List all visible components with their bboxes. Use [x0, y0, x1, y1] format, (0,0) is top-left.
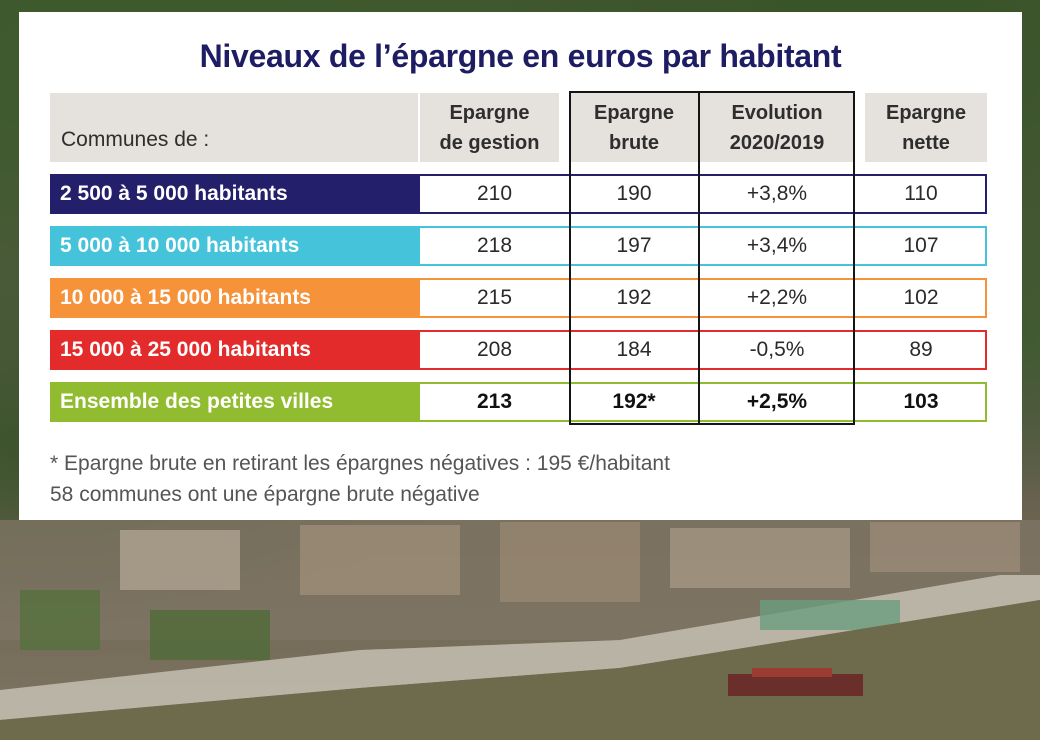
- footnote-2: 58 communes ont une épargne brute négati…: [50, 483, 480, 506]
- header-communes-label: Communes de :: [61, 128, 210, 151]
- cell-epargne-nette: 89: [909, 338, 933, 361]
- savings-table-panel: Niveaux de l’épargne en euros par habita…: [19, 12, 1022, 520]
- row-label-2500-5000: 2 500 à 5 000 habitants: [50, 174, 420, 214]
- footnote-1: * Epargne brute en retirant les épargnes…: [50, 452, 670, 475]
- cell-epargne-brute: 184: [616, 338, 652, 361]
- highlight-frame-divider: [698, 91, 700, 425]
- header-evolution-label: Evolution 2020/2019: [729, 101, 825, 154]
- cell-evolution: +2,2%: [746, 286, 808, 309]
- row-label-5000-10000: 5 000 à 10 000 habitants: [50, 226, 420, 266]
- row-box-2500-5000: [420, 174, 987, 214]
- row-box-ensemble: [420, 382, 987, 422]
- row-label-10000-15000: 10 000 à 15 000 habitants: [50, 278, 420, 318]
- row-label-ensemble: Ensemble des petites villes: [50, 382, 420, 422]
- cell-evolution-total: +2,5%: [746, 390, 808, 413]
- cell-epargne-gestion: 210: [476, 182, 513, 205]
- header-epargne-gestion: Epargne de gestion: [420, 93, 559, 162]
- cell-evolution: +3,8%: [746, 182, 808, 205]
- row-label-15000-25000: 15 000 à 25 000 habitants: [50, 330, 420, 370]
- row-box-15000-25000: [420, 330, 987, 370]
- row-box-10000-15000: [420, 278, 987, 318]
- cell-epargne-brute-total: 192*: [612, 390, 656, 413]
- cell-epargne-brute: 190: [616, 182, 652, 205]
- header-evolution: Evolution 2020/2019: [699, 93, 855, 162]
- cell-epargne-gestion: 218: [476, 234, 513, 257]
- header-epargne-nette: Epargne nette: [865, 93, 987, 162]
- cell-epargne-brute: 197: [616, 234, 652, 257]
- header-communes-cell: Communes de :: [50, 93, 418, 162]
- cell-epargne-nette-total: 103: [903, 390, 939, 413]
- cell-epargne-gestion: 208: [476, 338, 513, 361]
- header-epargne-brute-label: Epargne brute: [593, 101, 675, 154]
- header-epargne-nette-label: Epargne nette: [885, 101, 967, 154]
- cell-epargne-nette: 110: [904, 182, 938, 205]
- cell-epargne-nette: 107: [903, 234, 939, 257]
- cell-evolution: +3,4%: [746, 234, 808, 257]
- header-epargne-brute: Epargne brute: [570, 93, 698, 162]
- cell-evolution: -0,5%: [749, 338, 805, 361]
- cell-epargne-gestion: 215: [476, 286, 513, 309]
- chart-title: Niveaux de l’épargne en euros par habita…: [199, 38, 842, 74]
- cell-epargne-nette: 102: [903, 286, 939, 309]
- cell-epargne-gestion-total: 213: [476, 390, 513, 413]
- row-box-5000-10000: [420, 226, 987, 266]
- cell-epargne-brute: 192: [616, 286, 652, 309]
- footnotes: * Epargne brute en retirant les épargnes…: [50, 448, 670, 510]
- header-epargne-gestion-label: Epargne de gestion: [439, 101, 540, 154]
